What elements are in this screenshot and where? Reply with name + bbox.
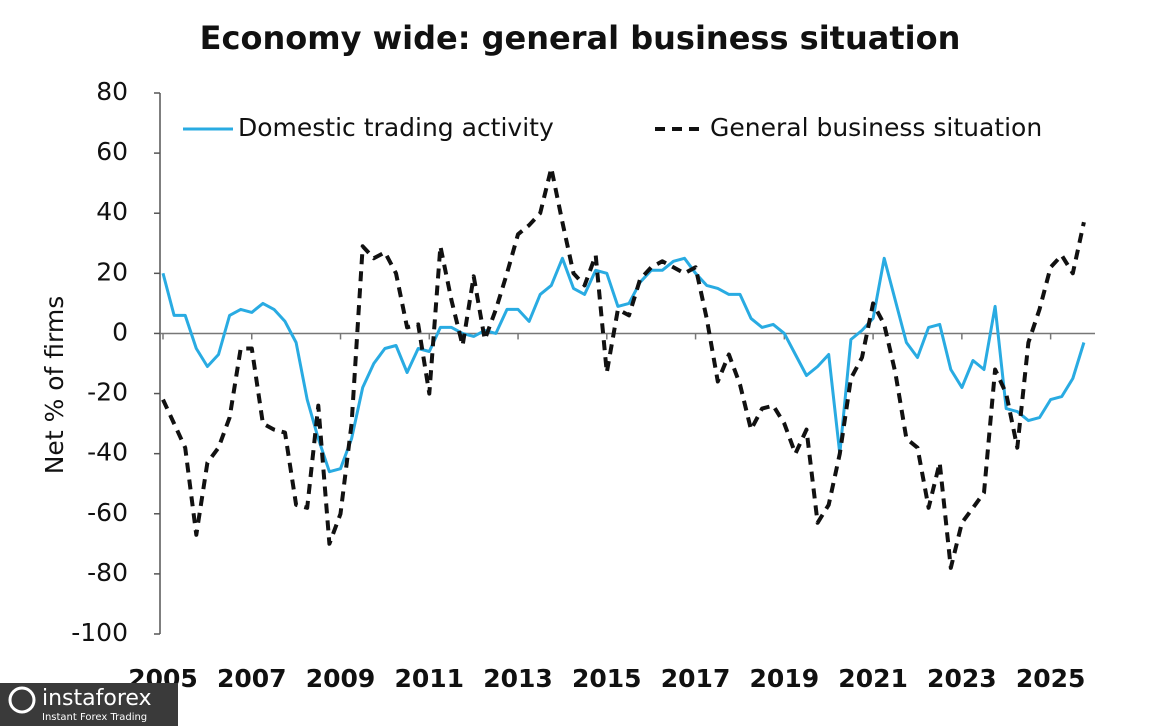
x-tick-label: 2007 [217,664,287,693]
legend-label: Domestic trading activity [238,113,554,142]
y-tick-label: 60 [96,137,128,166]
watermark-brand: instaforex [42,686,152,711]
y-tick-label: -40 [87,438,128,467]
x-tick-label: 2017 [661,664,731,693]
watermark: instaforex Instant Forex Trading [0,683,178,726]
x-tick-label: 2023 [927,664,997,693]
x-tick-label: 2009 [306,664,376,693]
y-tick-label: -100 [71,618,128,647]
x-tick-label: 2021 [838,664,908,693]
series-line [161,256,1086,474]
y-tick-label: 80 [96,77,128,106]
x-tick-label: 2013 [483,664,553,693]
watermark-tagline: Instant Forex Trading [42,712,147,723]
x-tick-label: 2015 [572,664,642,693]
y-tick-label: 0 [112,317,128,346]
x-tick-label: 2011 [394,664,464,693]
y-tick-label: 40 [96,197,128,226]
y-tick-label: -20 [87,378,128,407]
watermark-logo [8,686,36,714]
chart-title: Economy wide: general business situation [200,19,961,57]
y-axis-label: Net % of firms [40,296,69,475]
y-tick-label: 20 [96,257,128,286]
series-line [161,166,1086,570]
x-tick-label: 2025 [1016,664,1086,693]
y-tick-label: -80 [87,558,128,587]
y-tick-label: -60 [87,498,128,527]
x-tick-label: 2019 [750,664,820,693]
legend-label: General business situation [710,113,1042,142]
